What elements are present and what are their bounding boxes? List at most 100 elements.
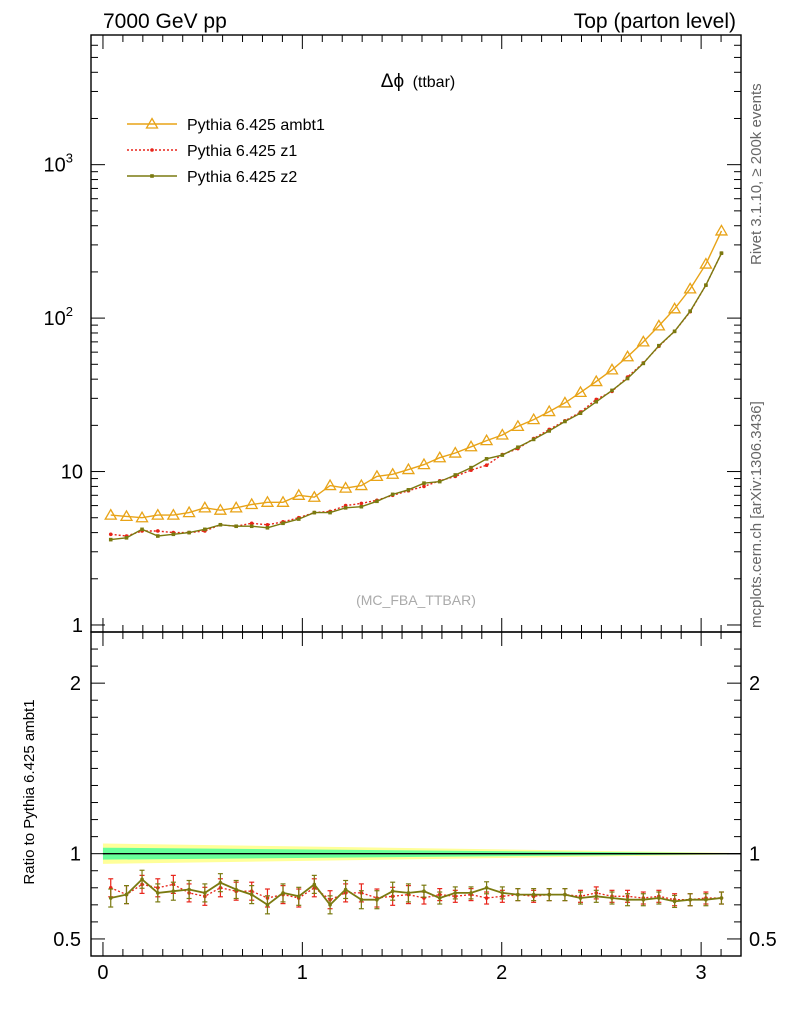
ratio-panel: 0.5 0.5 1 1 2 2 0 1 2 3: [53, 631, 777, 984]
point-ambt1: [338, 481, 353, 493]
ratio-point-z2: [171, 889, 176, 893]
ratio-point-z2: [531, 892, 536, 897]
ratio-point-z2: [234, 887, 238, 892]
point-ambt1: [542, 404, 556, 417]
point-ambt1: [276, 495, 290, 507]
point-z2: [610, 388, 614, 393]
ratio-point-z2: [203, 891, 207, 895]
y-tick-label-base: 10: [44, 155, 66, 177]
ratio-point-z2: [610, 896, 614, 900]
point-z1: [265, 522, 270, 527]
point-z2: [704, 283, 708, 287]
ratio-point-z2: [328, 903, 332, 907]
point-z2: [218, 522, 223, 527]
point-ambt1: [307, 490, 321, 502]
point-z2: [108, 537, 113, 542]
point-ambt1: [495, 428, 509, 440]
legend-label-z2: Pythia 6.425 z2: [187, 169, 297, 186]
point-z2: [296, 517, 301, 521]
point-ambt1: [182, 505, 196, 518]
point-ambt1: [479, 433, 494, 446]
y-tick-label-base: 10: [44, 308, 66, 330]
ratio-point-z2: [516, 892, 520, 897]
point-ambt1: [636, 335, 650, 347]
ratio-point-z2: [296, 894, 301, 899]
point-z2: [234, 524, 238, 529]
side-label-rivet: Rivet 3.1.10, ≥ 200k events: [748, 83, 765, 265]
point-z2: [249, 524, 254, 529]
y-tick-label-0: 1: [72, 615, 83, 637]
point-ambt1: [433, 450, 447, 463]
point-z2: [594, 399, 599, 404]
ratio-point-z2: [108, 896, 113, 900]
point-z2: [203, 527, 207, 532]
ratio-point-z2: [500, 891, 505, 895]
ratio-frame: [90, 631, 742, 957]
point-ambt1: [229, 501, 243, 513]
series-line-ambt1: [110, 230, 723, 519]
point-z2: [124, 535, 129, 540]
point-z2: [281, 521, 285, 526]
point-ambt1: [667, 301, 682, 314]
point-z2: [375, 499, 379, 504]
ratio-point-z2: [312, 882, 317, 887]
point-z2: [469, 465, 473, 470]
point-ambt1: [448, 446, 462, 458]
point-z2: [328, 510, 332, 515]
point-z2: [437, 479, 442, 484]
point-z2: [453, 473, 458, 477]
ratio-point-z2: [625, 897, 630, 902]
ratio-point-z2: [265, 903, 270, 907]
ratio-point-z2: [547, 892, 551, 897]
point-ambt1: [511, 419, 525, 432]
point-ambt1: [589, 374, 603, 387]
point-z2: [531, 437, 536, 442]
point-ambt1: [292, 488, 306, 500]
point-z2: [312, 510, 317, 515]
ratio-point-z2: [469, 891, 473, 895]
ratio-y-tick-label-right-0: 0.5: [749, 929, 777, 951]
ratio-point-z2: [359, 897, 364, 902]
ratio-point-z2: [641, 897, 646, 902]
ratio-y-tick-label-left-2: 2: [70, 673, 81, 695]
series-line-z1: [110, 252, 723, 537]
ratio-point-z2: [578, 896, 583, 900]
point-z2: [563, 419, 567, 424]
y-tick-label-1: 10: [61, 462, 83, 484]
main-title-symbol: Δϕ: [381, 71, 404, 92]
y-tick-label-exp: 2: [66, 304, 73, 319]
ratio-point-z2: [406, 891, 411, 895]
point-z2: [500, 453, 505, 457]
point-ambt1: [620, 349, 635, 362]
y-tick-label-exp: 3: [66, 151, 73, 166]
point-z2: [187, 530, 191, 535]
point-ambt1: [714, 224, 729, 236]
point-z1: [422, 484, 426, 489]
ratio-point-z2: [719, 896, 724, 900]
point-ambt1: [166, 508, 180, 520]
point-ambt1: [652, 319, 666, 331]
point-z2: [390, 492, 395, 497]
point-ambt1: [260, 495, 275, 507]
point-z2: [719, 251, 724, 255]
ratio-point-z2: [124, 892, 129, 897]
ratio-y-tick-label-right-1: 1: [749, 844, 760, 866]
point-z1: [155, 529, 160, 533]
main-title-text: (ttbar): [413, 74, 456, 91]
ratio-point-z2: [657, 896, 661, 900]
point-ambt1: [245, 497, 259, 510]
ratio-point-z2: [140, 877, 144, 882]
point-ambt1: [323, 478, 337, 491]
point-ambt1: [401, 462, 416, 475]
legend-marker-ambt1: [145, 117, 159, 129]
point-ambt1: [213, 503, 228, 515]
legend-marker-z2: [150, 174, 154, 178]
ratio-y-tick-label-right-2: 2: [749, 673, 760, 695]
ratio-ylabel: Ratio to Pythia 6.425 ambt1: [21, 699, 38, 884]
ratio-point-z2: [375, 897, 379, 902]
point-z2: [422, 481, 426, 485]
point-z2: [343, 506, 348, 510]
legend: Pythia 6.425 ambt1 Pythia 6.425 z1 Pythia …: [127, 117, 325, 186]
point-z2: [547, 429, 551, 433]
point-z2: [171, 532, 176, 537]
